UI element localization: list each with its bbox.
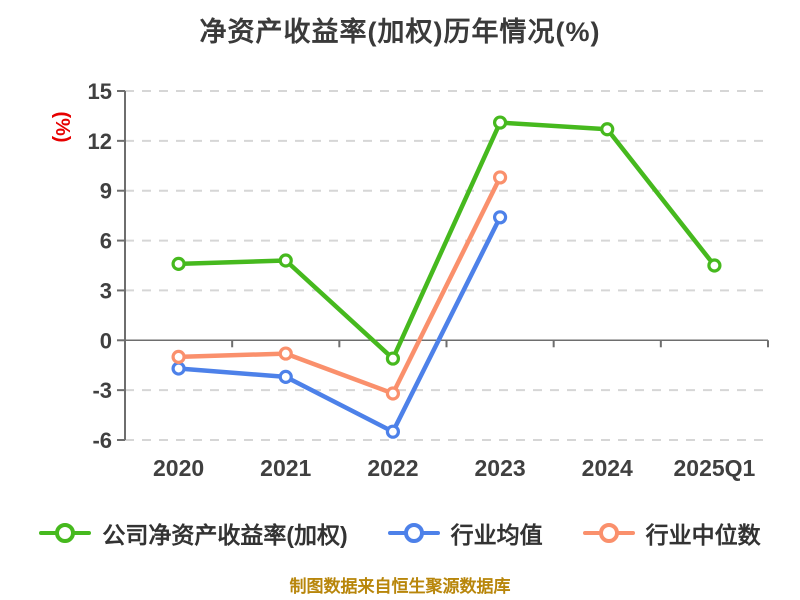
y-axis-tick-label: 0 xyxy=(100,328,112,353)
chart-canvas: 15 12 9 6 3 0 -3 -6 (%) 2020 2021 2022 2023 2024 2025Q… xyxy=(51,79,769,481)
legend-marker-industry-median-icon xyxy=(582,522,635,544)
series-line-2 xyxy=(171,170,508,401)
data-point-marker xyxy=(171,361,186,376)
data-point-marker xyxy=(385,424,401,439)
series-path xyxy=(176,215,503,434)
y-axis-tick-label: -6 xyxy=(92,428,112,453)
chart-legend: 公司净资产收益率(加权) 行业均值 行业中位数 xyxy=(0,516,800,550)
x-axis-tick-label: 2020 xyxy=(153,455,204,481)
y-axis-unit-label: (%) xyxy=(51,111,73,142)
data-point-marker xyxy=(492,170,508,185)
y-axis-tick-label: 12 xyxy=(88,129,112,154)
series-line-0 xyxy=(171,115,722,366)
data-point-marker xyxy=(278,369,293,384)
x-axis-labels: 2020 2021 2022 2023 2024 2025Q1 xyxy=(153,455,756,481)
y-axis-tick-label: 9 xyxy=(100,179,112,204)
x-axis-tick-label: 2025Q1 xyxy=(673,455,755,481)
x-axis-tick-label: 2021 xyxy=(260,455,311,481)
data-point-marker xyxy=(492,210,508,225)
legend-label-company-roe: 公司净资产收益率(加权) xyxy=(102,522,348,548)
y-axis-labels: 15 12 9 6 3 0 -3 -6 xyxy=(88,79,112,453)
series-line-1 xyxy=(171,210,508,439)
legend-label-industry-median: 行业中位数 xyxy=(645,522,761,548)
gridlines xyxy=(125,90,768,441)
y-axis-tick-label: 6 xyxy=(100,229,112,254)
legend-item-industry-mean[interactable]: 行业均值 xyxy=(387,516,543,550)
data-point-marker xyxy=(385,351,401,366)
legend-label-industry-mean: 行业均值 xyxy=(450,522,543,548)
legend-marker-industry-mean-icon xyxy=(387,522,440,544)
y-axis-tick-label: -3 xyxy=(92,378,112,403)
y-axis-tick-label: 3 xyxy=(100,278,112,303)
x-axis-tick-label: 2023 xyxy=(474,455,525,481)
legend-marker-company-roe-icon xyxy=(39,522,92,544)
y-axis-tick-label: 15 xyxy=(88,79,112,104)
chart-title: 净资产收益率(加权)历年情况(%) xyxy=(199,17,601,47)
data-point-marker xyxy=(278,346,293,361)
source-note: 制图数据来自恒生聚源数据库 xyxy=(289,577,511,596)
axes xyxy=(117,90,769,441)
data-point-marker xyxy=(385,386,401,401)
x-axis-tick-label: 2024 xyxy=(582,455,633,481)
data-point-marker xyxy=(492,115,508,130)
data-point-marker xyxy=(707,258,722,273)
data-point-marker xyxy=(278,253,293,268)
data-point-marker xyxy=(171,349,186,365)
legend-item-company-roe[interactable]: 公司净资产收益率(加权) xyxy=(39,516,348,550)
data-point-marker xyxy=(171,256,186,271)
series-path xyxy=(176,120,717,361)
data-point-marker xyxy=(600,122,615,137)
series-path xyxy=(176,175,503,396)
x-axis-tick-label: 2022 xyxy=(367,455,418,481)
legend-item-industry-median[interactable]: 行业中位数 xyxy=(582,516,761,550)
